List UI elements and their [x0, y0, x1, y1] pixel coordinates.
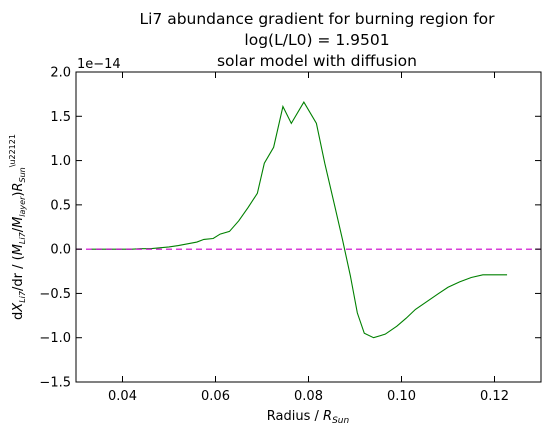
x-tick-label: 0.04	[108, 389, 137, 404]
y-offset-text: 1e−14	[77, 57, 121, 72]
ticks-layer: 0.04 0.06 0.08 0.10 0.12 −1.5 −1.0 −0.5 0.0 0.5 1.…	[39, 66, 541, 404]
chart-title-line-1: Li7 abundance gradient for burning regio…	[139, 10, 495, 28]
y-tick-label: 2.0	[50, 66, 71, 81]
x-tick-label: 0.12	[480, 389, 509, 404]
chart-title-line-3: solar model with diffusion	[217, 52, 417, 70]
y-tick-label: −1.0	[39, 331, 71, 346]
y-tick-label: 1.0	[50, 154, 71, 169]
y-tick-label: 1.5	[50, 110, 71, 125]
y-axis-label: dXLi7/dr / (MLi7/Mlayer)RSun\u22121	[8, 134, 27, 320]
x-axis-label-main: Radius /	[267, 409, 323, 424]
chart-title-line-2: log(L/L0) = 1.9501	[244, 31, 389, 49]
y-tick-label: −0.5	[39, 287, 71, 302]
x-tick-label: 0.08	[294, 389, 323, 404]
x-axis-label-r: R	[323, 409, 332, 424]
x-tick-label: 0.10	[387, 389, 416, 404]
y-tick-label: 0.0	[50, 243, 71, 258]
axes-frame	[75, 71, 542, 383]
y-tick-label: 0.5	[50, 198, 71, 213]
series-layer	[76, 101, 541, 339]
x-axis-label-sun: Sun	[332, 416, 349, 426]
y-tick-label: −1.5	[39, 376, 71, 391]
x-tick-label: 0.06	[201, 389, 230, 404]
x-axis-label: Radius / RSun	[267, 409, 350, 426]
series-line-li7-gradient	[91, 101, 508, 339]
